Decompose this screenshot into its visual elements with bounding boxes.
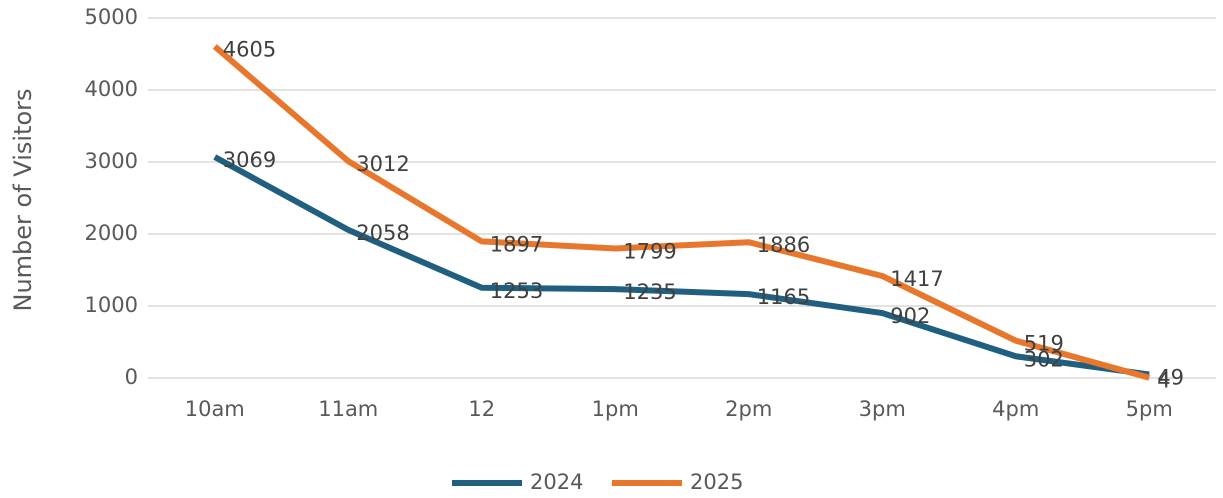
data-label: 1886: [757, 233, 810, 257]
data-label: 4: [1157, 369, 1170, 393]
y-tick-label: 2000: [85, 221, 138, 245]
x-tick-label: 5pm: [1126, 397, 1173, 421]
x-tick-label: 11am: [318, 397, 378, 421]
data-label: 49: [1157, 365, 1184, 389]
y-axis-label: Number of Visitors: [9, 89, 37, 312]
data-label: 1235: [623, 280, 676, 304]
y-tick-label: 4000: [85, 77, 138, 101]
x-tick-label: 1pm: [592, 397, 639, 421]
data-label: 302: [1024, 347, 1064, 371]
y-tick-label: 0: [125, 365, 138, 389]
x-tick-label: 4pm: [992, 397, 1039, 421]
x-tick-label: 2pm: [725, 397, 772, 421]
y-tick-label: 3000: [85, 149, 138, 173]
legend-label: 2025: [690, 470, 743, 494]
data-label: 1417: [890, 267, 943, 291]
x-tick-label: 12: [468, 397, 495, 421]
data-label: 4605: [223, 37, 276, 61]
data-label: 902: [890, 304, 930, 328]
data-label: 519: [1024, 332, 1064, 356]
y-tick-label: 1000: [85, 293, 138, 317]
data-label: 1253: [490, 279, 543, 303]
legend-label: 2024: [530, 470, 583, 494]
x-tick-label: 3pm: [859, 397, 906, 421]
x-tick-label: 10am: [185, 397, 245, 421]
data-label: 1897: [490, 232, 543, 256]
data-label: 3069: [223, 148, 276, 172]
data-label: 1165: [757, 285, 810, 309]
y-tick-label: 5000: [85, 5, 138, 29]
data-label: 3012: [356, 152, 409, 176]
line-series: [212, 44, 1151, 381]
data-label: 2058: [356, 221, 409, 245]
line-series: [213, 154, 1150, 378]
data-label: 1799: [623, 239, 676, 263]
